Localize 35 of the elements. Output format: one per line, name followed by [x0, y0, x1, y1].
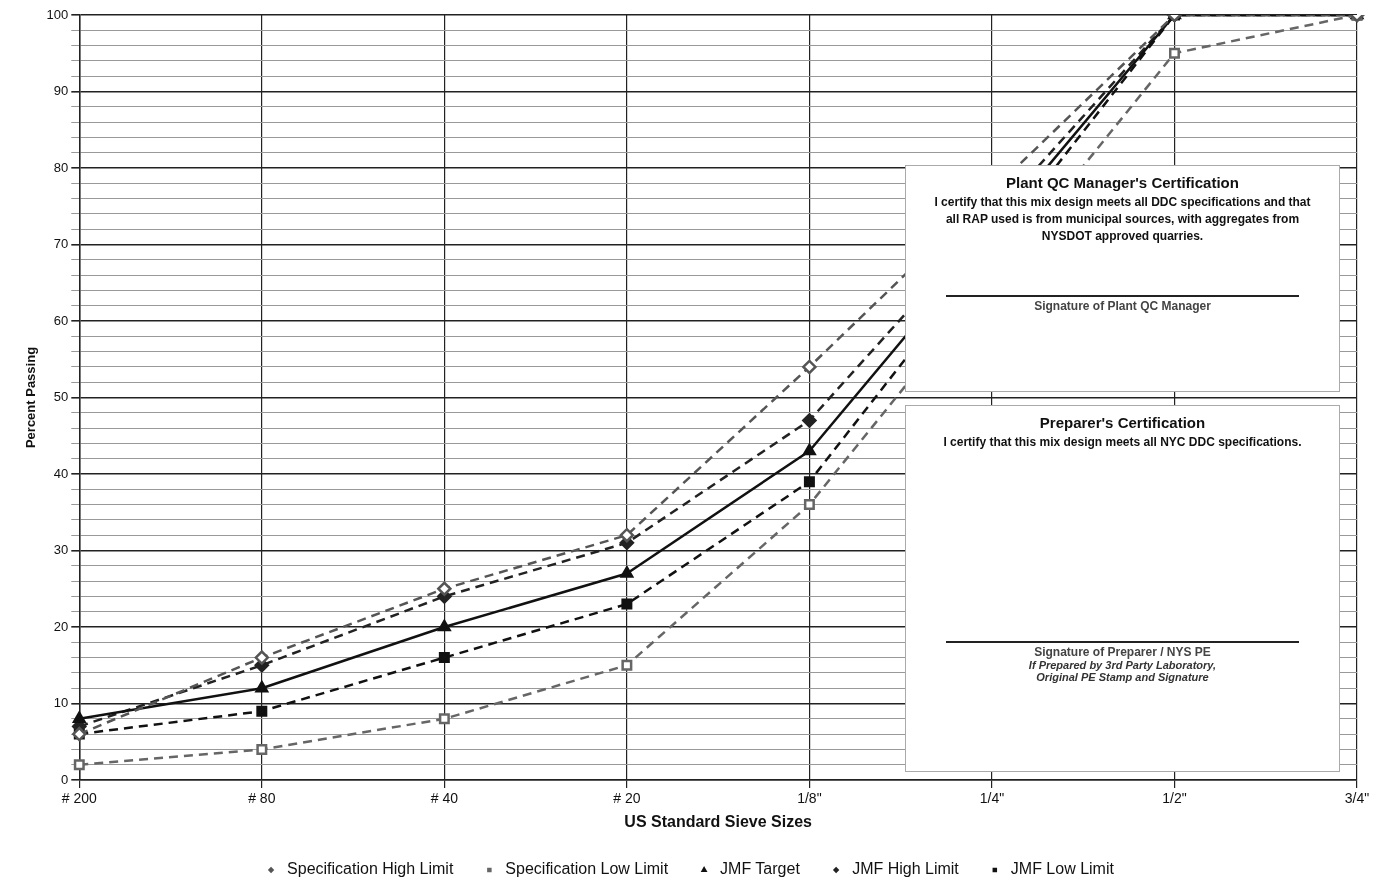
annotation: Signature of Preparer / NYS PE [1033, 645, 1212, 659]
certification-panel: Plant QC Manager's Certification I certify that this mix design meets all DDC specifications and that all RAP used is from municipal sources, with aggregates from NYSDOT approved quarries. Signature of Plant QC Manager [905, 165, 1340, 392]
y-tick-label: 20 [53, 618, 69, 634]
y-tick-label: 70 [53, 236, 69, 252]
x-axis-title: US Standard Sieve Sizes [624, 812, 813, 830]
y-tick-label: 60 [53, 312, 69, 328]
x-tick-label: 1/4" [979, 790, 1005, 807]
y-tick-label: 30 [53, 542, 69, 558]
legend-label: JMF High Limit [852, 860, 960, 878]
x-tick-label: # 80 [248, 790, 276, 807]
x-tick-label: 1/2" [1162, 790, 1187, 807]
y-tick-label: 10 [53, 695, 69, 711]
annotation: Original PE Stamp and Signature [1035, 671, 1210, 683]
y-tick-label: 50 [53, 389, 69, 405]
y-tick-label: 40 [53, 465, 69, 481]
annotation: I certify that this mix design meets all NYC DDC specifications. [942, 434, 1303, 451]
y-tick-label: 100 [46, 6, 69, 22]
annotation: Signature of Plant QC Manager [1033, 299, 1212, 313]
annotation: Preparer's Certification [1038, 414, 1207, 431]
y-tick-label: 0 [61, 771, 69, 787]
y-tick-label: 90 [53, 83, 69, 99]
y-tick-label: 80 [53, 159, 69, 175]
legend-label: Specification Low Limit [505, 860, 669, 878]
y-axis-title: Percent Passing [23, 346, 39, 449]
legend-label: JMF Low Limit [1010, 860, 1115, 878]
x-tick-label: 3/4" [1344, 790, 1370, 807]
legend-label: Specification High Limit [287, 860, 454, 878]
legend-label: JMF Target [720, 860, 801, 878]
annotation: If Prepared by 3rd Party Laboratory, [1027, 659, 1218, 671]
x-tick-label: # 200 [61, 790, 98, 807]
x-tick-label: 1/8" [797, 790, 822, 807]
x-tick-label: # 20 [613, 790, 641, 807]
annotation: Plant QC Manager's Certification [1005, 174, 1240, 191]
x-tick-label: # 40 [430, 790, 459, 807]
annotation: I certify that this mix design meets all DDC specifications and that all RAP used is from municipal sources, with aggregates from NYSDOT approved quarries. [933, 194, 1312, 245]
